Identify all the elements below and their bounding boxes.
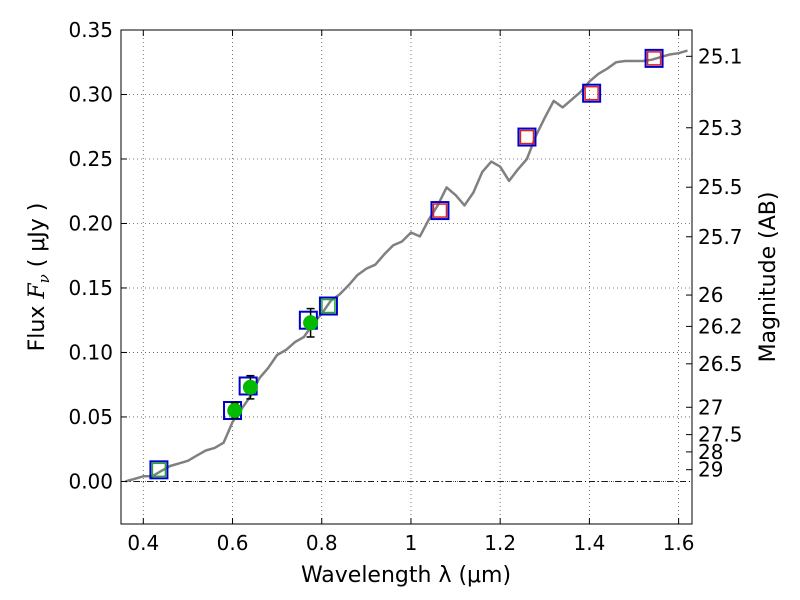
photometry-box-marker: [430, 201, 450, 221]
measured-flux-point: [242, 379, 258, 395]
right-tick-label: 27.5: [698, 423, 743, 447]
y-tick-label: 0.05: [68, 405, 113, 429]
right-axis-label: Magnitude (AB): [756, 192, 781, 363]
x-tick-label: 1.4: [573, 531, 605, 555]
right-tick-label: 28: [698, 440, 723, 464]
x-tick-label: 0.6: [217, 531, 249, 555]
photometry-box-marker: [582, 83, 602, 103]
right-tick-label: 29: [698, 458, 723, 482]
y-axis-label-tail: ( μJy ): [25, 203, 50, 275]
axis-ticks: 0.4 0.6 0.8 1 1.2 1.4 1.6 0.00 0.05 0.10 0.15 0.20 0…: [68, 18, 742, 555]
measured-flux-point: [227, 402, 243, 418]
right-tick-label: 26.5: [698, 352, 743, 376]
y-tick-label: 0.30: [68, 82, 113, 106]
x-tick-label: 1.6: [663, 531, 695, 555]
x-tick-label: 1.2: [484, 531, 516, 555]
y-tick-label: 0.25: [68, 147, 113, 171]
y-axis-label-subscript: ν: [35, 274, 53, 283]
right-tick-label: 26: [698, 283, 723, 307]
photometry-box-inner: [151, 462, 167, 478]
right-tick-label: 27: [698, 395, 723, 419]
photometry-box-inner: [646, 51, 662, 66]
x-tick-label: 0.8: [306, 531, 338, 555]
plot-frame: [120, 29, 693, 525]
measured-flux-point: [303, 315, 319, 331]
photometry-box-inner: [321, 298, 336, 314]
photometry-box-marker: [318, 296, 338, 316]
x-tick-label: 0.4: [127, 531, 159, 555]
photometry-box-marker: [149, 460, 169, 480]
right-tick-label: 26.2: [698, 314, 743, 338]
y-tick-label: 0.15: [68, 276, 113, 300]
photometry-box-inner: [519, 129, 535, 145]
y-tick-label: 0.00: [68, 469, 113, 493]
y-axis-label: Flux Fν ( μJy ): [25, 203, 53, 352]
y-axis-label-lead: Flux: [25, 299, 50, 352]
model-spectrum-line: [125, 49, 688, 483]
y-tick-label: 0.35: [68, 18, 113, 42]
right-tick-label: 25.3: [698, 116, 743, 140]
photometry-box-marker: [517, 127, 537, 147]
data-series: [125, 48, 688, 483]
photometry-box-inner: [432, 203, 448, 218]
right-tick-label: 25.5: [698, 175, 743, 199]
y-axis-label-symbol: F: [25, 283, 50, 300]
right-tick-label: 25.1: [698, 44, 743, 68]
x-axis-label: Wavelength λ (μm): [301, 563, 511, 588]
right-tick-label: 25.7: [698, 225, 743, 249]
x-tick-label: 1: [405, 531, 418, 555]
photometry-box-marker: [644, 48, 664, 68]
photometry-box-inner: [584, 85, 599, 101]
y-tick-label: 0.10: [68, 340, 113, 364]
y-tick-label: 0.20: [68, 211, 113, 235]
